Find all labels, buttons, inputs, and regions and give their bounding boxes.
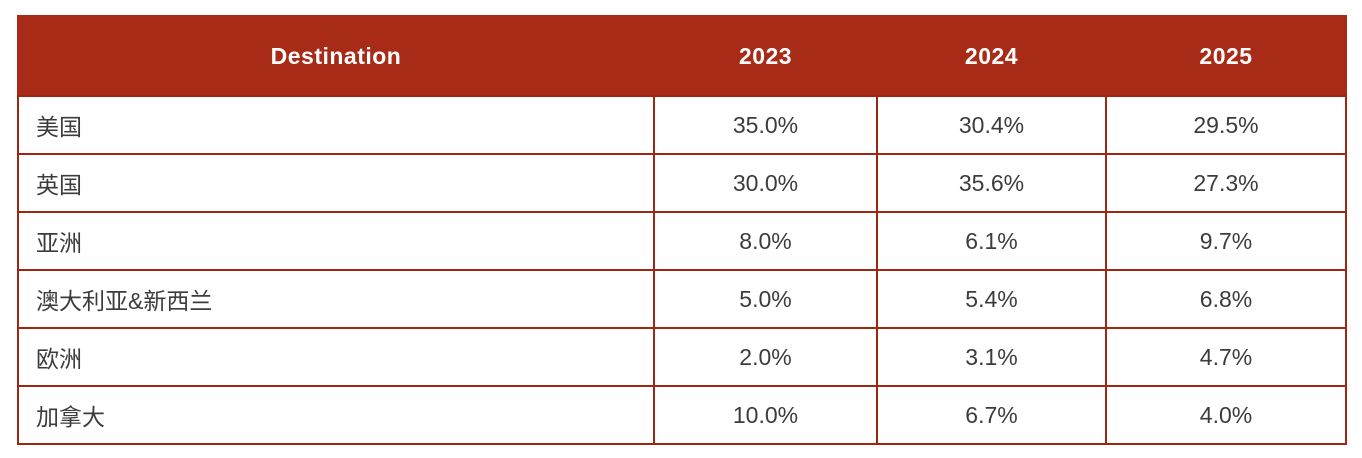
value-cell: 29.5% <box>1105 95 1347 155</box>
table-row: 欧洲 2.0% 3.1% 4.7% <box>17 327 1347 387</box>
value-cell: 35.0% <box>653 95 878 155</box>
value-cell: 5.0% <box>653 269 878 329</box>
destination-cell: 澳大利亚&新西兰 <box>17 269 655 329</box>
value-cell: 30.0% <box>653 153 878 213</box>
column-header-2024: 2024 <box>876 15 1107 97</box>
destination-share-table: Destination 2023 2024 2025 美国 35.0% 30.4… <box>17 15 1347 445</box>
destination-cell: 加拿大 <box>17 385 655 445</box>
destination-cell: 欧洲 <box>17 327 655 387</box>
value-cell: 27.3% <box>1105 153 1347 213</box>
header-row: Destination 2023 2024 2025 <box>17 15 1347 97</box>
value-cell: 6.1% <box>876 211 1107 271</box>
value-cell: 4.0% <box>1105 385 1347 445</box>
table-row: 亚洲 8.0% 6.1% 9.7% <box>17 211 1347 271</box>
value-cell: 6.8% <box>1105 269 1347 329</box>
column-header-2023: 2023 <box>653 15 878 97</box>
value-cell: 3.1% <box>876 327 1107 387</box>
value-cell: 9.7% <box>1105 211 1347 271</box>
value-cell: 4.7% <box>1105 327 1347 387</box>
value-cell: 10.0% <box>653 385 878 445</box>
column-header-destination: Destination <box>17 15 655 97</box>
value-cell: 35.6% <box>876 153 1107 213</box>
table-row: 英国 30.0% 35.6% 27.3% <box>17 153 1347 213</box>
table-row: 澳大利亚&新西兰 5.0% 5.4% 6.8% <box>17 269 1347 329</box>
value-cell: 6.7% <box>876 385 1107 445</box>
table-row: 加拿大 10.0% 6.7% 4.0% <box>17 385 1347 445</box>
value-cell: 2.0% <box>653 327 878 387</box>
destination-cell: 美国 <box>17 95 655 155</box>
destination-cell: 亚洲 <box>17 211 655 271</box>
data-table: Destination 2023 2024 2025 美国 35.0% 30.4… <box>17 15 1347 445</box>
column-header-2025: 2025 <box>1105 15 1347 97</box>
value-cell: 30.4% <box>876 95 1107 155</box>
value-cell: 5.4% <box>876 269 1107 329</box>
table-row: 美国 35.0% 30.4% 29.5% <box>17 95 1347 155</box>
destination-cell: 英国 <box>17 153 655 213</box>
value-cell: 8.0% <box>653 211 878 271</box>
